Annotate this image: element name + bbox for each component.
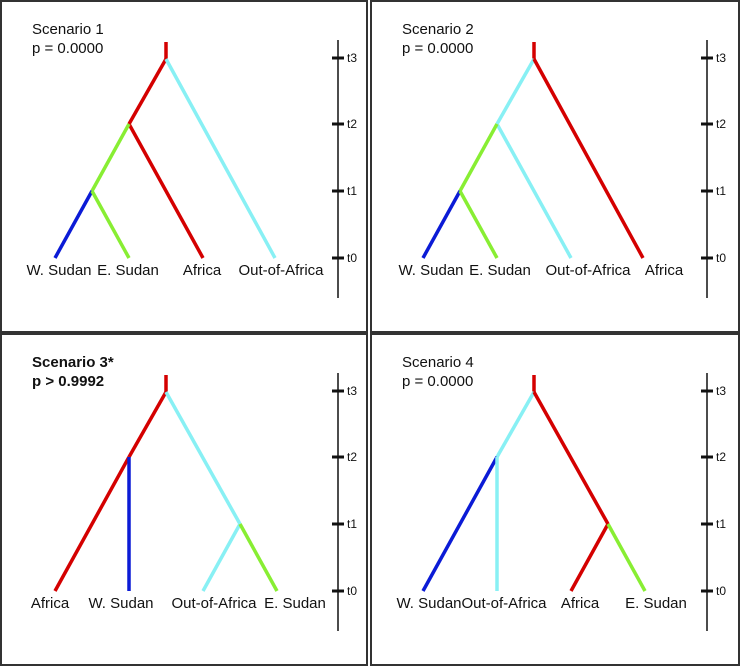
- branch-africa: [569, 523, 610, 592]
- branch-sudan-ancestor: [458, 123, 499, 192]
- scenario-name: Scenario 3*: [32, 354, 114, 371]
- tick-label-t0: t0: [347, 584, 358, 598]
- time-axis: [332, 373, 344, 631]
- tick-label-t1: t1: [347, 184, 358, 198]
- tip-label-e-sudan: E. Sudan: [625, 595, 687, 612]
- scenario-name: Scenario 2: [402, 21, 474, 38]
- branch-sudan-ancestor: [90, 123, 131, 192]
- tick-label-t3: t3: [347, 384, 358, 398]
- scenario-title: Scenario 3* p > 0.9992: [32, 353, 114, 391]
- branch-out-of-africa: [164, 58, 277, 259]
- scenario-name: Scenario 1: [32, 21, 104, 38]
- branch-africa: [532, 58, 645, 259]
- branch-ancestor-left: [495, 58, 536, 125]
- scenario-1-panel: Scenario 1 p = 0.0000 t3 t2 t1 t0 W. Sud…: [0, 0, 368, 333]
- branch-ancestor-left: [495, 391, 536, 458]
- time-axis: [701, 40, 713, 298]
- scenario-3-tree: [53, 373, 344, 631]
- branch-e-sudan: [606, 523, 647, 592]
- scenario-pvalue: p = 0.0000: [402, 373, 474, 390]
- scenario-1-tree: [53, 40, 344, 298]
- branch-w-sudan: [421, 190, 462, 259]
- branch-ancestor-right: [532, 391, 610, 525]
- branch-w-sudan: [53, 190, 94, 259]
- scenario-4-tree: [421, 373, 713, 631]
- tick-label-t0: t0: [716, 584, 727, 598]
- tip-label-w-sudan: W. Sudan: [88, 595, 154, 612]
- scenario-2-panel: Scenario 2 p = 0.0000 t3 t2 t1 t0 W. Sud…: [370, 0, 740, 333]
- tip-label-africa: Africa: [644, 262, 684, 279]
- tip-label-africa: Africa: [560, 595, 600, 612]
- branch-africa: [53, 456, 131, 592]
- scenario-4-panel: Scenario 4 p = 0.0000 t3 t2 t1 t0 W. Sud…: [370, 333, 740, 666]
- tick-label-t2: t2: [716, 450, 727, 464]
- tip-label-e-sudan: E. Sudan: [264, 595, 326, 612]
- branch-e-sudan: [90, 190, 131, 259]
- scenario-name: Scenario 4: [402, 354, 474, 371]
- branch-e-sudan: [458, 190, 499, 259]
- tick-label-t3: t3: [347, 51, 358, 65]
- tip-label-out-of-africa: Out-of-Africa: [545, 262, 631, 279]
- tip-label-e-sudan: E. Sudan: [97, 262, 159, 279]
- scenario-2-tree: [421, 40, 713, 298]
- branch-africa: [127, 123, 205, 259]
- tip-label-w-sudan: W. Sudan: [396, 595, 462, 612]
- branch-out-of-africa: [495, 123, 573, 259]
- branch-w-sudan: [421, 456, 499, 592]
- scenario-title: Scenario 2 p = 0.0000: [402, 20, 474, 58]
- branch-ancestor-right: [164, 391, 242, 525]
- tick-label-t2: t2: [347, 450, 358, 464]
- tick-label-t1: t1: [347, 517, 358, 531]
- scenario-pvalue: p > 0.9992: [32, 373, 105, 390]
- time-axis: [701, 373, 713, 631]
- tick-label-t2: t2: [347, 117, 358, 131]
- tick-label-t2: t2: [716, 117, 727, 131]
- scenario-3-panel: Scenario 3* p > 0.9992 t3 t2 t1 t0 Afric…: [0, 333, 368, 666]
- scenario-pvalue: p = 0.0000: [32, 40, 104, 57]
- branch-e-sudan: [238, 523, 279, 592]
- branch-ancestor-left: [127, 391, 168, 458]
- tip-label-e-sudan: E. Sudan: [469, 262, 531, 279]
- tick-label-t3: t3: [716, 51, 727, 65]
- scenario-title: Scenario 1 p = 0.0000: [32, 20, 104, 58]
- tip-label-africa: Africa: [182, 262, 222, 279]
- tip-label-out-of-africa: Out-of-Africa: [461, 595, 547, 612]
- scenario-title: Scenario 4 p = 0.0000: [402, 353, 474, 391]
- tick-label-t0: t0: [716, 251, 727, 265]
- tip-label-w-sudan: W. Sudan: [398, 262, 464, 279]
- tip-label-out-of-africa: Out-of-Africa: [238, 262, 324, 279]
- time-axis: [332, 40, 344, 298]
- scenario-pvalue: p = 0.0000: [402, 40, 474, 57]
- tick-label-t1: t1: [716, 517, 727, 531]
- tip-label-africa: Africa: [30, 595, 70, 612]
- tip-label-w-sudan: W. Sudan: [26, 262, 92, 279]
- tip-label-out-of-africa: Out-of-Africa: [171, 595, 257, 612]
- tick-label-t3: t3: [716, 384, 727, 398]
- tick-label-t0: t0: [347, 251, 358, 265]
- tick-label-t1: t1: [716, 184, 727, 198]
- branch-out-of-africa: [201, 523, 242, 592]
- branch-ancestor-left: [127, 58, 168, 125]
